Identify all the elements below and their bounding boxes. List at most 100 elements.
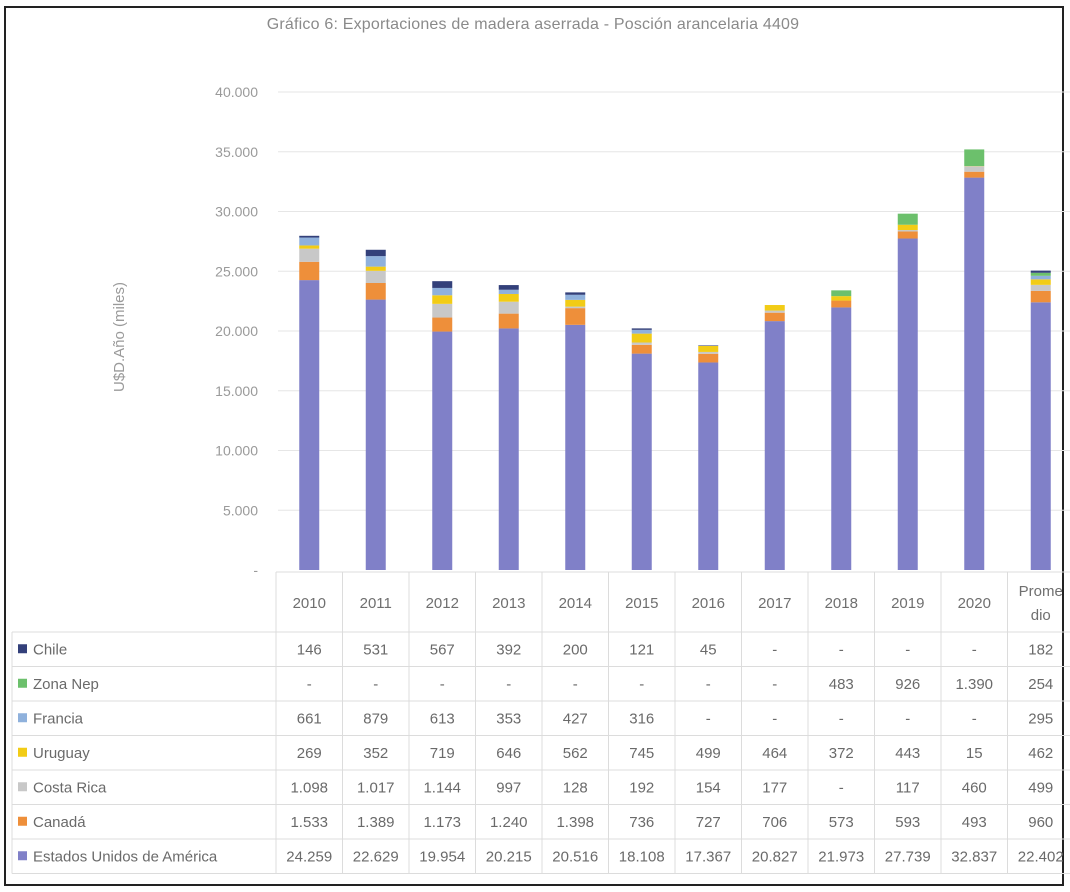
bar-segment-chile-2013: [498, 285, 519, 290]
x-category-label: 2012: [426, 595, 459, 612]
bar-segment-costa-rica-2010: [299, 248, 320, 262]
table-cell-value: 22.629: [353, 848, 399, 865]
table-cell-value: 443: [895, 745, 920, 762]
bar-segment-chile-2014: [565, 292, 586, 295]
table-cell-value: 706: [762, 814, 787, 831]
y-tick-label: 40.000: [215, 84, 258, 100]
bar-segment-costa-rica-2012: [432, 303, 453, 318]
y-axis-label: U$D.Año (miles): [111, 282, 128, 392]
bar-segment-costa-rica-2013: [498, 301, 519, 314]
legend-key: [18, 644, 27, 654]
x-category-label: 2014: [559, 595, 592, 612]
bar-segment-canad--promedio: [1030, 290, 1051, 303]
legend-entry: Uruguay: [33, 745, 90, 762]
bar-segment-chile-2016: [698, 345, 719, 346]
table-cell-value: -: [839, 710, 844, 727]
table-cell-value: 661: [297, 710, 322, 727]
bar-segment-uruguay-2017: [764, 305, 785, 311]
table-cell-value: 1.390: [955, 676, 993, 693]
table-cell-value: 200: [563, 641, 588, 658]
bar-segment-francia-2011: [365, 256, 386, 267]
bar-segment-francia-2012: [432, 287, 453, 296]
table-cell-value: 499: [696, 745, 721, 762]
legend-entry: Estados Unidos de América: [33, 848, 218, 865]
table-cell-value: -: [639, 676, 644, 693]
legend-entry: Francia: [33, 710, 84, 727]
bar-segment-estados-unidos-de-am-rica-2011: [365, 299, 386, 570]
table-cell-value: -: [839, 779, 844, 796]
bar-segment-estados-unidos-de-am-rica-2015: [631, 353, 652, 570]
table-cell-value: 483: [829, 676, 854, 693]
bar-segment-chile-2011: [365, 249, 386, 257]
legend-key: [18, 678, 27, 688]
y-tick-label: 25.000: [215, 263, 258, 279]
table-cell-value: 182: [1028, 641, 1053, 658]
table-cell-value: -: [772, 710, 777, 727]
x-category-label: 2020: [958, 595, 991, 612]
table-cell-value: 192: [629, 779, 654, 796]
bar-segment-costa-rica-2016: [698, 351, 719, 354]
legend-key: [18, 816, 27, 826]
table-cell-value: 499: [1028, 779, 1053, 796]
bar-segment-canad--2015: [631, 344, 652, 354]
table-cell-value: 372: [829, 745, 854, 762]
table-cell-value: 1.144: [423, 779, 461, 796]
table-cell-value: 1.240: [490, 814, 528, 831]
x-category-label: 2010: [293, 595, 326, 612]
table-cell-value: 464: [762, 745, 787, 762]
table-cell-value: -: [506, 676, 511, 693]
bar-segment-costa-rica-2015: [631, 342, 652, 345]
bar-segment-chile-2010: [299, 235, 320, 238]
bar-segment-costa-rica-2019: [897, 230, 918, 232]
x-category-label: 2019: [891, 595, 924, 612]
bar-segment-estados-unidos-de-am-rica-2014: [565, 324, 586, 570]
y-tick-label: -: [253, 562, 258, 578]
bar-segment-zona-nep-promedio: [1030, 272, 1051, 276]
bar-segment-uruguay-2013: [498, 293, 519, 302]
bar-segment-uruguay-2018: [831, 296, 852, 301]
bar-segment-francia-2013: [498, 289, 519, 294]
table-cell-value: 926: [895, 676, 920, 693]
table-cell-value: 128: [563, 779, 588, 796]
table-cell-value: 24.259: [286, 848, 332, 865]
bar-segment-estados-unidos-de-am-rica-promedio: [1030, 302, 1051, 570]
table-cell-value: 15: [966, 745, 983, 762]
table-cell-value: 45: [700, 641, 717, 658]
bar-segment-canad--2012: [432, 317, 453, 332]
y-tick-label: 20.000: [215, 323, 258, 339]
table-cell-value: -: [905, 710, 910, 727]
bar-segment-francia-2010: [299, 237, 320, 246]
bar-segment-francia-promedio: [1030, 275, 1051, 280]
x-category-label: 2016: [692, 595, 725, 612]
table-cell-value: 531: [363, 641, 388, 658]
bar-segment-estados-unidos-de-am-rica-2019: [897, 238, 918, 570]
table-cell-value: 146: [297, 641, 322, 658]
table-cell-value: 22.402: [1018, 848, 1064, 865]
table-cell-value: 613: [430, 710, 455, 727]
table-cell-value: 32.837: [951, 848, 997, 865]
bar-segment-zona-nep-2020: [964, 149, 985, 167]
bar-segment-francia-2015: [631, 329, 652, 334]
bar-segment-estados-unidos-de-am-rica-2020: [964, 177, 985, 571]
x-category-label: dio: [1031, 607, 1051, 624]
table-cell-value: 1.098: [290, 779, 328, 796]
table-cell-value: 17.367: [685, 848, 731, 865]
table-cell-value: -: [440, 676, 445, 693]
bar-segment-costa-rica-2020: [964, 166, 985, 172]
table-cell-value: 295: [1028, 710, 1053, 727]
x-category-label: 2017: [758, 595, 791, 612]
table-cell-value: 1.017: [357, 779, 395, 796]
bar-segment-estados-unidos-de-am-rica-2013: [498, 328, 519, 570]
legend-key: [18, 747, 27, 757]
table-cell-value: 154: [696, 779, 721, 796]
table-cell-value: -: [972, 641, 977, 658]
table-cell-value: -: [772, 676, 777, 693]
table-cell-value: -: [706, 710, 711, 727]
chart-title: Gráfico 6: Exportaciones de madera aserr…: [266, 16, 800, 33]
bar-segment-chile-2015: [631, 328, 652, 330]
bar-segment-canad--2013: [498, 313, 519, 329]
bar-segment-zona-nep-2019: [897, 213, 918, 225]
table-cell-value: 646: [496, 745, 521, 762]
table-cell-value: 460: [962, 779, 987, 796]
table-cell-value: 353: [496, 710, 521, 727]
